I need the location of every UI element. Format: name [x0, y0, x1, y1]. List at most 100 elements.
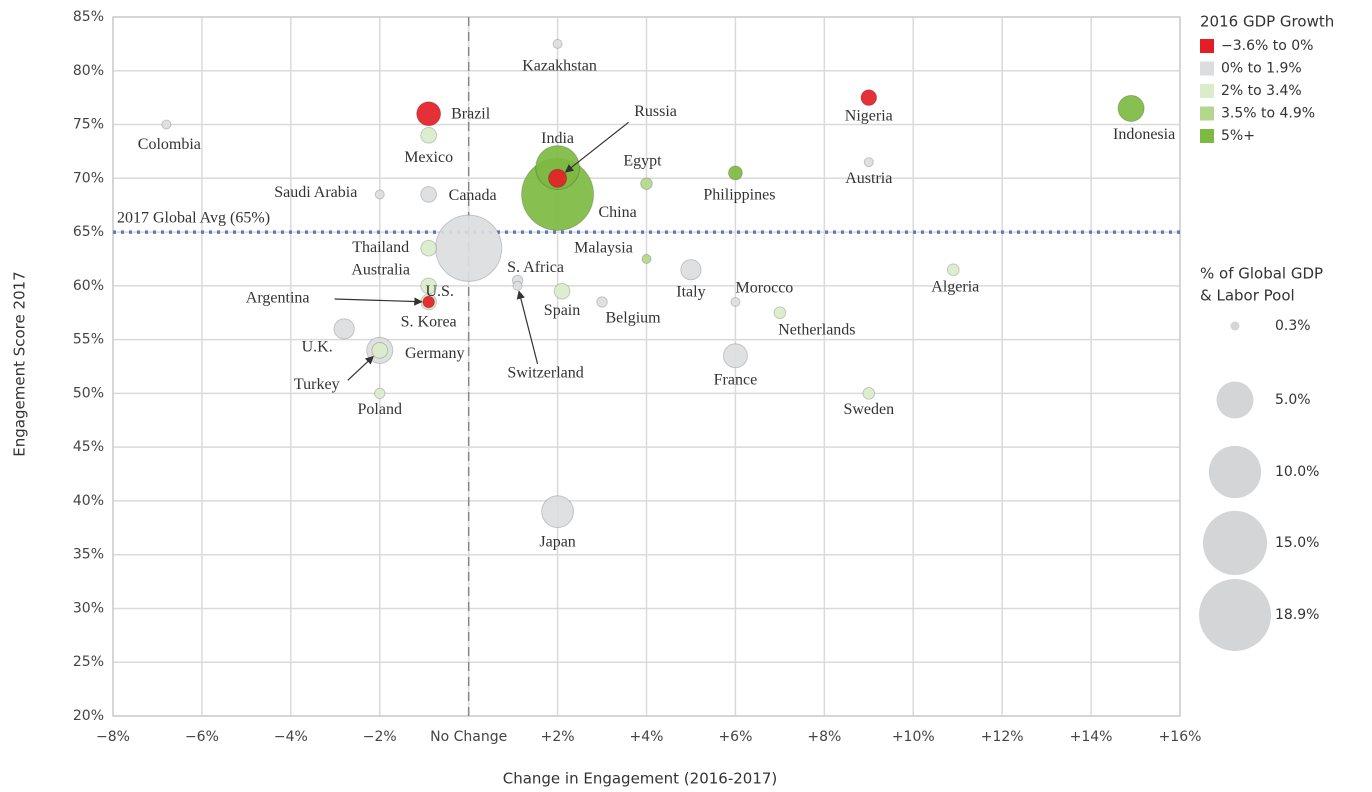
point-label: Canada: [449, 187, 497, 204]
legend-label: −3.6% to 0%: [1221, 38, 1313, 54]
y-tick-label: 40%: [73, 493, 104, 509]
x-tick-label: +10%: [892, 729, 935, 745]
x-tick-label: +16%: [1159, 729, 1202, 745]
reference-label: 2017 Global Avg (65%): [117, 210, 270, 227]
size-legend-title: % of Global GDP: [1200, 265, 1323, 283]
size-legend-label: 15.0%: [1275, 535, 1319, 551]
bubble: [435, 214, 503, 282]
point-label: India: [541, 130, 574, 147]
y-tick-label: 55%: [73, 332, 104, 348]
point-label: U.S.: [425, 283, 453, 300]
y-tick-label: 80%: [73, 63, 104, 79]
x-tick-label: No Change: [430, 729, 507, 745]
bubble: [374, 189, 385, 200]
bubble: [161, 119, 172, 130]
point-label: Japan: [539, 533, 575, 550]
point-label: Russia: [634, 103, 677, 120]
bubble: [333, 318, 355, 340]
point-label: Sweden: [843, 401, 894, 418]
y-tick-label: 35%: [73, 547, 104, 563]
point-label: Mexico: [404, 149, 453, 166]
bubble: [420, 277, 438, 295]
y-tick-label: 30%: [73, 600, 104, 616]
bubble: [535, 145, 580, 190]
point-label: Turkey: [294, 376, 340, 393]
y-tick-label: 45%: [73, 439, 104, 455]
bubble: [371, 342, 389, 359]
bubble: [863, 157, 874, 168]
legend-swatch: [1200, 106, 1214, 121]
x-tick-label: −2%: [363, 729, 397, 745]
y-tick-label: 60%: [73, 278, 104, 294]
point-label: Indonesia: [1113, 126, 1175, 143]
bubble: [420, 239, 438, 257]
bubble: [541, 495, 575, 529]
size-legend-label: 5.0%: [1275, 392, 1311, 408]
bubble: [1117, 94, 1145, 122]
bubble: [640, 177, 653, 191]
y-tick-label: 50%: [73, 385, 104, 401]
point-label: Thailand: [352, 239, 409, 256]
point-label: China: [598, 204, 636, 221]
point-label: Malaysia: [574, 240, 633, 257]
point-label: Algeria: [931, 278, 979, 295]
point-label: Switzerland: [507, 365, 583, 382]
bubble: [552, 38, 563, 49]
point-label: Morocco: [736, 280, 794, 297]
bubble: [730, 296, 741, 308]
legend-swatch: [1200, 61, 1214, 76]
point-label: U.K.: [302, 339, 333, 356]
size-legend-bubble: [1208, 445, 1262, 499]
point-label: Austria: [845, 170, 892, 187]
legend-label: 5%+: [1221, 128, 1255, 144]
point-label: Spain: [544, 302, 580, 319]
legend-label: 0% to 1.9%: [1221, 61, 1302, 77]
size-legend-label: 18.9%: [1275, 607, 1319, 623]
size-legend-bubble: [1216, 381, 1254, 419]
x-axis-title: Change in Engagement (2016-2017): [503, 770, 778, 788]
x-tick-label: +4%: [630, 729, 664, 745]
x-tick-label: −4%: [274, 729, 308, 745]
x-tick-label: −8%: [96, 729, 130, 745]
callout-arrow: [347, 355, 374, 381]
point-label: Italy: [676, 283, 705, 300]
bubble: [862, 387, 876, 400]
point-label: Egypt: [623, 152, 662, 169]
bubble: [596, 296, 608, 308]
size-legend-label: 10.0%: [1275, 464, 1319, 480]
legend-swatch: [1200, 129, 1214, 143]
size-legend-bubble: [1199, 579, 1271, 651]
y-axis-title: Engagement Score 2017: [11, 271, 29, 456]
bubble: [553, 282, 571, 300]
bubble: [374, 387, 386, 400]
bubble: [548, 168, 568, 188]
point-label: Colombia: [138, 136, 201, 153]
point-label: Brazil: [451, 105, 491, 122]
point-label: Philippines: [703, 187, 775, 204]
x-tick-label: +2%: [541, 729, 575, 745]
bubble: [420, 126, 438, 144]
y-tick-label: 70%: [73, 170, 104, 186]
plot-frame: [112, 16, 1181, 717]
size-legend-bubble: [1202, 510, 1268, 576]
x-tick-label: +6%: [718, 729, 752, 745]
point-label: Belgium: [605, 310, 661, 327]
bubble: [680, 259, 702, 281]
point-label: Nigeria: [845, 107, 893, 124]
bubble: [727, 165, 743, 181]
bubble: [512, 280, 523, 291]
bubble: [946, 263, 960, 277]
size-legend-bubble: [1230, 321, 1240, 331]
bubble: [422, 295, 436, 309]
bubble: [860, 89, 878, 107]
point-label: S. Africa: [507, 259, 564, 276]
bubbles: [161, 38, 1145, 529]
point-label: Saudi Arabia: [274, 184, 357, 201]
point-label: Netherlands: [778, 321, 855, 338]
y-tick-label: 75%: [73, 117, 104, 133]
point-label: Australia: [351, 262, 410, 279]
point-label: Argentina: [246, 290, 310, 307]
legend-label: 2% to 3.4%: [1221, 83, 1302, 99]
y-tick-label: 65%: [73, 224, 104, 240]
